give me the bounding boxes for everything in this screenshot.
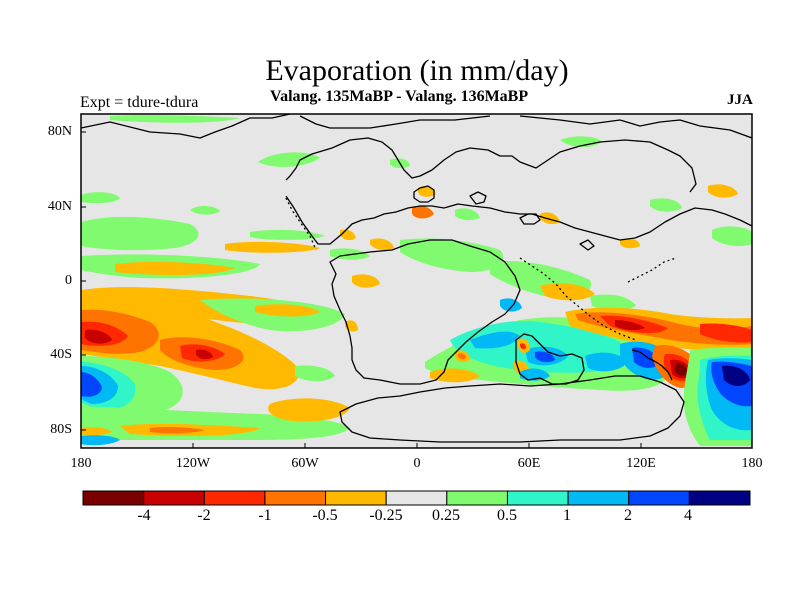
contour-region: [81, 216, 199, 251]
coastline-gondwana: [329, 239, 521, 385]
season-label: JJA: [727, 92, 753, 108]
contour-region: [590, 294, 636, 311]
colorbar-label: -2: [197, 507, 211, 524]
contour-region: [632, 347, 660, 368]
contour-region: [585, 352, 628, 372]
contour-region: [81, 372, 102, 397]
contour-region: [250, 229, 325, 240]
contour-region: [500, 298, 522, 312]
colorbar-label: -1: [258, 507, 272, 524]
colorbar-swatch: [688, 490, 751, 506]
contour-region: [520, 368, 550, 381]
colorbar-swatch: [446, 490, 508, 506]
coastline-india: [515, 333, 585, 385]
colorbar-label: 2: [624, 507, 632, 524]
contour-region: [255, 304, 320, 317]
contour-region: [540, 283, 595, 301]
coastlines: [81, 114, 752, 443]
lon-tick-label: 180: [70, 456, 92, 471]
contour-region: [712, 226, 752, 246]
lon-tick-label: 180: [741, 456, 763, 471]
contour-region: [470, 331, 520, 349]
colorbar-label: -0.5: [312, 507, 338, 524]
colorbar-label: 1: [563, 507, 571, 524]
contour-region: [412, 206, 434, 219]
lon-tick-label: 120E: [626, 456, 656, 471]
plot-title: Evaporation (in mm/day): [265, 54, 569, 87]
colorbar: [82, 490, 751, 506]
colorbar-label: 0.5: [497, 507, 517, 524]
contour-region: [700, 323, 752, 343]
colorbar-label: 4: [684, 507, 692, 524]
contour-region: [85, 329, 112, 344]
coastline-south-laurasia: [285, 195, 752, 245]
contour-region: [708, 184, 738, 198]
contour-region: [110, 115, 240, 123]
colorbar-swatch: [385, 490, 448, 506]
lat-tick-label: 80N: [47, 124, 72, 139]
contour-region: [650, 198, 682, 212]
contour-region: [400, 238, 504, 272]
lon-tick-label: 60E: [517, 456, 541, 471]
colorbar-swatch: [143, 490, 205, 506]
contour-region: [462, 255, 476, 265]
coastline-islands: [413, 185, 595, 251]
lon-tick-label: 120W: [175, 456, 211, 471]
lat-tick-label: 80S: [50, 422, 72, 437]
coastline-north-america: [285, 137, 697, 193]
contour-region: [81, 192, 120, 204]
coastline-laurasia: [81, 114, 752, 139]
lat-tick-label: 0: [65, 273, 72, 288]
contour-region: [535, 351, 555, 363]
colorbar-swatch: [567, 490, 630, 506]
lon-tick-label: 60W: [291, 456, 319, 471]
contour-region: [196, 349, 213, 360]
evaporation-field: [81, 115, 752, 446]
colorbar-swatch: [325, 490, 387, 506]
contour-region: [370, 238, 394, 251]
contour-region: [268, 398, 350, 422]
plot-subtitle: Valang. 135MaBP - Valang. 136MaBP: [270, 88, 529, 105]
axis-ticks: [80, 131, 753, 448]
contour-region: [520, 343, 526, 350]
contour-region: [81, 427, 112, 436]
contour-region: [430, 368, 480, 383]
contour-region: [352, 274, 380, 288]
contour-region: [722, 365, 750, 386]
coastline-dotted-arc: [285, 197, 677, 341]
contour-region: [675, 363, 688, 376]
contour-region: [620, 238, 640, 249]
contour-region: [458, 353, 466, 360]
experiment-label: Expt = tdure-tdura: [80, 94, 199, 111]
contour-region: [455, 208, 480, 221]
contour-region: [560, 136, 602, 148]
contour-region: [225, 241, 320, 253]
coastline-australia-arc: [631, 349, 673, 381]
lat-tick-label: 40S: [50, 347, 72, 362]
colorbar-swatch: [203, 490, 266, 506]
lat-tick-label: 40N: [47, 199, 72, 214]
colorbar-swatch: [506, 490, 569, 506]
colorbar-swatch: [264, 490, 327, 506]
contour-region: [258, 152, 320, 167]
colorbar-label: -0.25: [369, 507, 403, 524]
map-background: [81, 114, 752, 448]
colorbar-swatch: [82, 490, 145, 506]
contour-region: [190, 205, 220, 215]
contour-region: [615, 320, 645, 331]
colorbar-swatch: [628, 490, 690, 506]
contour-region: [150, 426, 205, 434]
contour-region: [115, 261, 235, 276]
colorbar-label: -4: [137, 507, 151, 524]
coastline-antarctica: [339, 375, 685, 443]
colorbar-label: 0.25: [432, 507, 460, 524]
lon-tick-label: 0: [413, 456, 421, 471]
contour-region: [295, 365, 335, 382]
contour-region: [81, 435, 120, 446]
